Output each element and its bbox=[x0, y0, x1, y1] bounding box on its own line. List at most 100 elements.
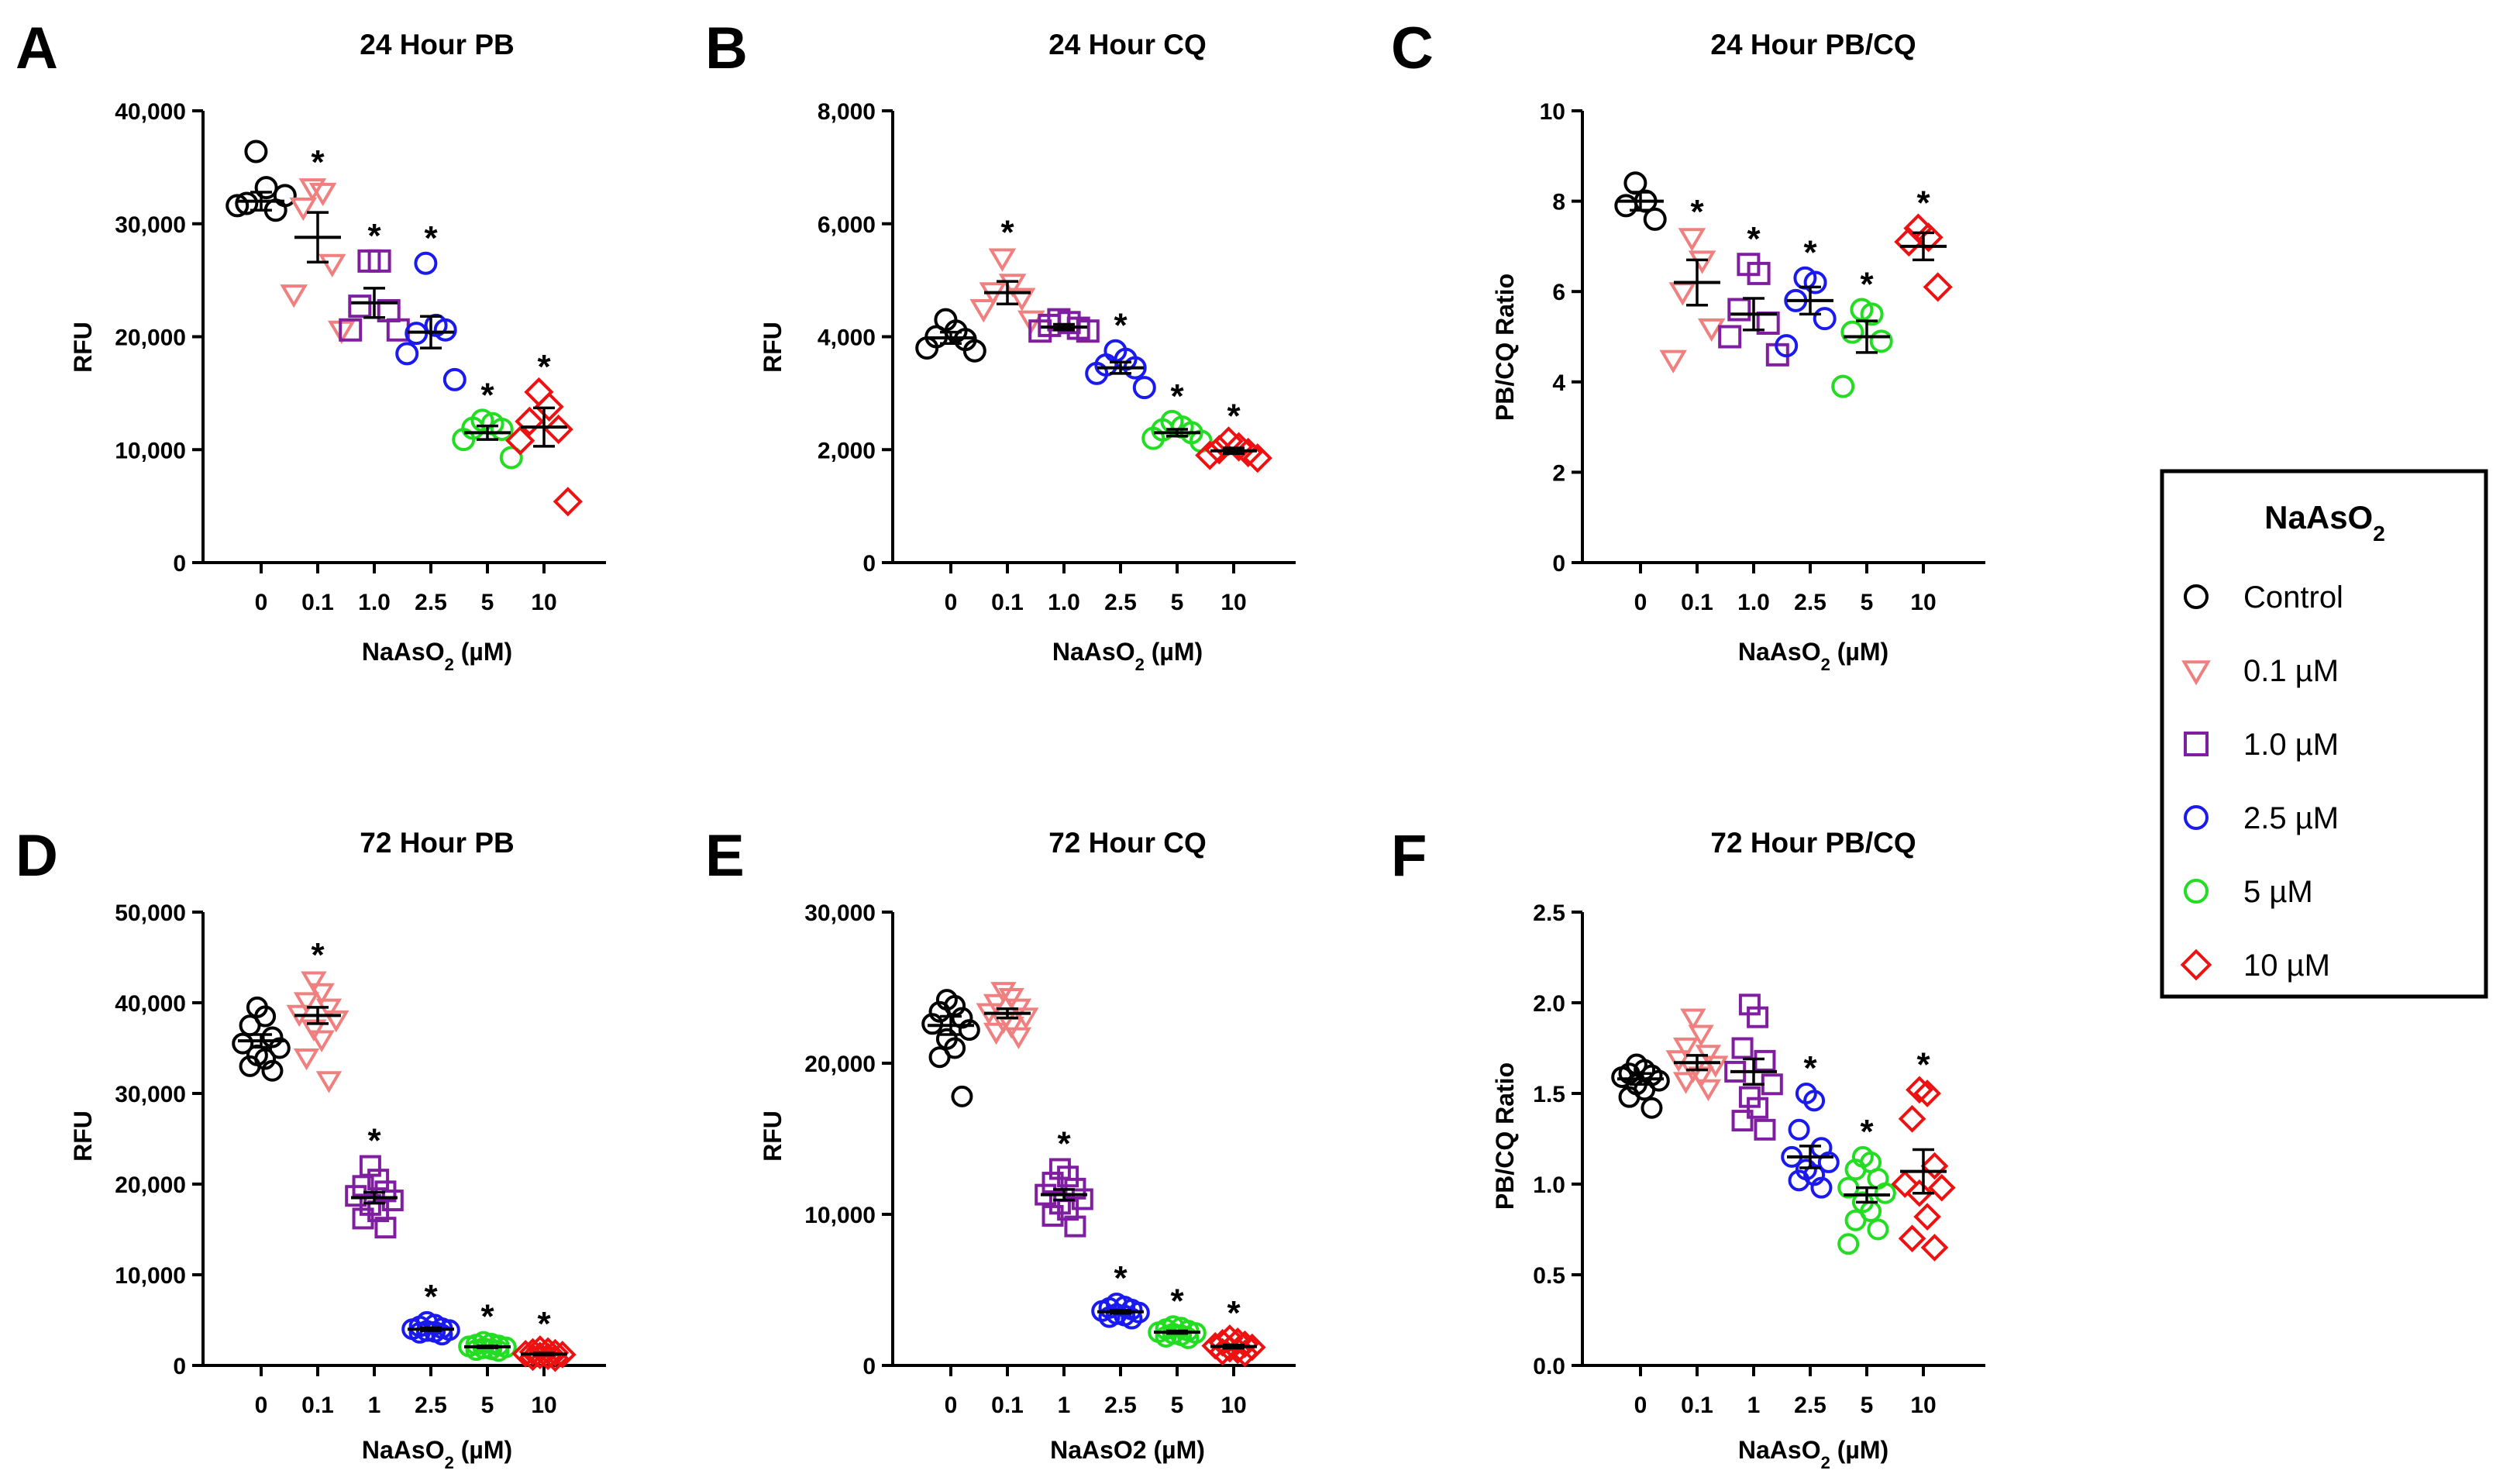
data-point bbox=[1643, 207, 1667, 231]
data-point bbox=[1813, 307, 1837, 331]
data-point bbox=[1754, 1118, 1776, 1141]
data-point bbox=[1920, 1152, 1949, 1180]
y-tick-label: 20,000 bbox=[115, 325, 186, 351]
data-point bbox=[1831, 374, 1855, 398]
data-point bbox=[1837, 1233, 1860, 1255]
y-tick-label: 2.5 bbox=[1533, 900, 1565, 926]
x-tick-label: 10 bbox=[531, 590, 556, 615]
data-point bbox=[1177, 1327, 1200, 1349]
plot-area-a: 0 10,000 20,000 30,000 40,000 0 0.1 1.0 2.5 5 10 * *… bbox=[115, 99, 606, 615]
data-point bbox=[1860, 302, 1884, 326]
data-point bbox=[315, 998, 343, 1021]
data-point bbox=[1098, 1306, 1121, 1328]
data-point bbox=[318, 253, 346, 278]
data-point bbox=[1141, 426, 1165, 450]
x-tick-label: 10 bbox=[1221, 590, 1246, 615]
legend-items: Control 0.1 µM 1.0 µM 2.5 µM 5 µM 10 µM bbox=[2180, 580, 2343, 983]
y-tick-label: 30,000 bbox=[115, 212, 186, 238]
data-point bbox=[308, 182, 337, 207]
y-tick-label: 4 bbox=[1552, 370, 1565, 396]
significance-star: * bbox=[1803, 234, 1817, 272]
x-tick-label: 1 bbox=[1747, 1393, 1761, 1418]
data-point bbox=[289, 197, 318, 222]
data-point bbox=[1076, 319, 1100, 343]
y-tick-label: 20,000 bbox=[115, 1172, 186, 1198]
significance-star: * bbox=[367, 1122, 381, 1160]
panel-title-b: 24 Hour CQ bbox=[1048, 29, 1207, 60]
significance-star: * bbox=[1803, 1049, 1817, 1087]
data-point bbox=[352, 1207, 374, 1230]
y-tick-label: 6,000 bbox=[818, 212, 876, 238]
data-point bbox=[958, 1019, 980, 1042]
legend-marker bbox=[2184, 805, 2209, 830]
data-point bbox=[1906, 1179, 1933, 1207]
significance-star: * bbox=[367, 217, 381, 255]
data-point bbox=[1005, 1027, 1032, 1050]
data-point bbox=[1747, 261, 1771, 285]
data-point bbox=[323, 1010, 349, 1033]
data-point bbox=[386, 318, 410, 342]
x-axis-label-a: NaAsO2 (µM) bbox=[362, 638, 512, 674]
y-tick-label: 20,000 bbox=[804, 1052, 876, 1077]
data-point bbox=[1803, 270, 1827, 294]
data-point bbox=[526, 1341, 554, 1369]
data-point bbox=[1718, 325, 1742, 349]
y-tick-label: 2.0 bbox=[1533, 991, 1565, 1017]
significance-star: * bbox=[537, 348, 551, 386]
y-tick-label: 10,000 bbox=[804, 1203, 876, 1228]
significance-star: * bbox=[1000, 213, 1014, 251]
legend-label: 2.5 µM bbox=[2243, 801, 2339, 835]
data-point bbox=[244, 139, 268, 164]
panel-letter-f: F bbox=[1391, 823, 1427, 889]
data-point bbox=[1703, 1055, 1729, 1078]
data-point bbox=[1844, 1209, 1867, 1231]
y-tick-label: 1.0 bbox=[1533, 1172, 1565, 1198]
y-tick-label: 1.5 bbox=[1533, 1082, 1565, 1107]
significance-star: * bbox=[480, 1298, 494, 1336]
x-axis-label-e: NaAsO2 (µM) bbox=[1050, 1436, 1205, 1464]
data-point bbox=[1680, 1008, 1706, 1031]
x-axis-label-c: NaAsO2 (µM) bbox=[1738, 638, 1888, 674]
data-point bbox=[301, 971, 327, 993]
y-tick-label: 0 bbox=[862, 551, 876, 577]
data-point bbox=[1788, 1118, 1810, 1141]
y-tick-label: 0 bbox=[862, 1354, 876, 1379]
data-point bbox=[499, 446, 523, 470]
data-point bbox=[226, 194, 250, 218]
data-point bbox=[1817, 1151, 1840, 1173]
significance-star: * bbox=[1747, 220, 1761, 258]
plot-area-f: 0.0 0.5 1.0 1.5 2.0 2.5 0 0.1 1 2.5 5 10 * * * bbox=[1533, 900, 1985, 1418]
x-axis-label-d: NaAsO2 (µM) bbox=[362, 1436, 512, 1472]
data-point bbox=[232, 1032, 254, 1055]
x-tick-label: 0.1 bbox=[1681, 590, 1713, 615]
x-tick-label: 0 bbox=[1634, 590, 1647, 615]
x-axis-label-b: NaAsO2 (µM) bbox=[1052, 638, 1203, 674]
data-point bbox=[261, 1026, 284, 1048]
panel-c: C 24 Hour PB/CQ PB/CQ Ratio NaAsO2 (µM) … bbox=[1391, 15, 1985, 674]
data-point bbox=[1906, 1076, 1933, 1104]
legend-marker bbox=[2184, 584, 2209, 609]
data-point bbox=[301, 1019, 327, 1042]
significance-star: * bbox=[1916, 184, 1930, 222]
x-tick-label: 1 bbox=[368, 1393, 381, 1418]
panel-e: E 72 Hour CQ RFU NaAsO2 (µM) 0 10,000 20,0… bbox=[705, 823, 1296, 1464]
data-point bbox=[1920, 1234, 1949, 1262]
data-point bbox=[1898, 1224, 1926, 1253]
panel-title-f: 72 Hour PB/CQ bbox=[1710, 827, 1916, 859]
data-point bbox=[1874, 1182, 1896, 1204]
y-axis-label-b: RFU bbox=[759, 322, 787, 373]
data-point bbox=[1231, 1339, 1259, 1368]
x-tick-label: 0 bbox=[945, 590, 958, 615]
x-tick-label: 10 bbox=[1221, 1393, 1246, 1418]
significance-star: * bbox=[1170, 1282, 1184, 1320]
significance-star: * bbox=[1227, 1294, 1241, 1332]
data-point bbox=[553, 487, 583, 517]
data-point bbox=[1216, 1324, 1244, 1352]
panel-a: A 24 Hour PB RFU NaAsO2 (µM) 0 10,000 20,0… bbox=[15, 15, 606, 674]
legend-label: 1.0 µM bbox=[2243, 728, 2339, 762]
significance-star: * bbox=[1916, 1045, 1930, 1083]
significance-star: * bbox=[424, 1278, 438, 1316]
data-point bbox=[1731, 1037, 1754, 1059]
data-point bbox=[1678, 228, 1706, 252]
